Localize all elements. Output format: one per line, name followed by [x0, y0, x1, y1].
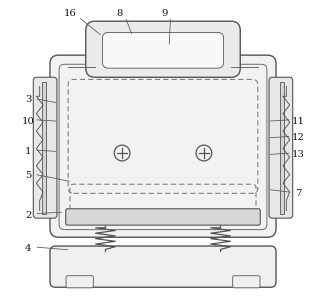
Bar [280, 82, 284, 214]
Text: 13: 13 [291, 150, 304, 159]
FancyBboxPatch shape [269, 77, 293, 218]
FancyBboxPatch shape [66, 209, 260, 225]
Text: 8: 8 [116, 9, 122, 18]
FancyBboxPatch shape [233, 276, 260, 288]
FancyBboxPatch shape [33, 77, 57, 218]
Text: 4: 4 [25, 244, 31, 253]
FancyBboxPatch shape [86, 21, 240, 77]
Bar [42, 82, 46, 214]
Text: 3: 3 [25, 95, 31, 105]
Text: 11: 11 [291, 117, 304, 126]
FancyBboxPatch shape [50, 55, 276, 237]
Text: 2: 2 [25, 211, 31, 220]
FancyBboxPatch shape [66, 276, 93, 288]
Text: 12: 12 [291, 133, 304, 142]
FancyBboxPatch shape [50, 246, 276, 287]
Text: 1: 1 [25, 147, 31, 156]
FancyBboxPatch shape [102, 32, 224, 68]
Text: 10: 10 [22, 117, 35, 126]
Text: 16: 16 [64, 9, 77, 18]
Text: 5: 5 [25, 171, 31, 180]
Text: 7: 7 [295, 189, 301, 198]
Text: 9: 9 [161, 9, 168, 18]
